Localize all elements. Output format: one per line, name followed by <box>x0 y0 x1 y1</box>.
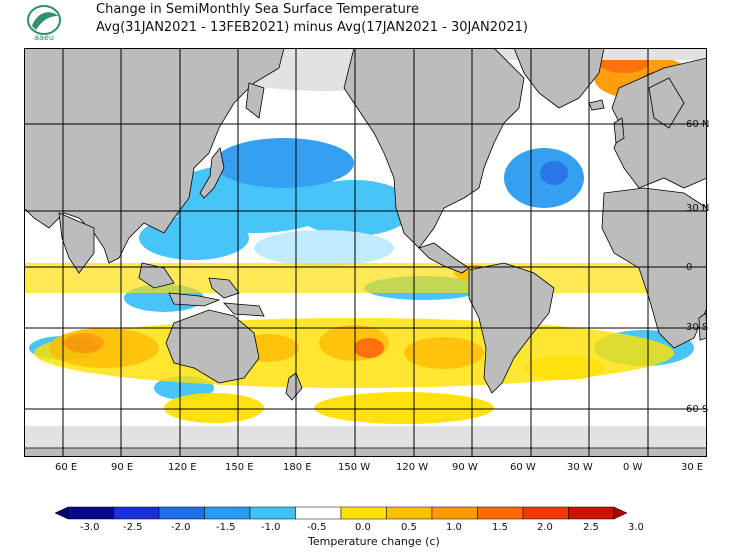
colorbar-units-label: Temperature change (c) <box>308 535 440 548</box>
colorbar-tick-label: -1.5 <box>216 522 236 533</box>
graticule <box>24 48 707 457</box>
colorbar-segment <box>477 506 524 520</box>
lat-label: 60 N <box>686 119 710 130</box>
lon-label: 90 E <box>111 462 134 473</box>
colorbar-segment <box>522 506 569 520</box>
colorbar-segment <box>386 506 433 520</box>
lon-label: 60 W <box>510 462 536 473</box>
lon-label: 30 E <box>681 462 704 473</box>
colorbar-tick-label: 0.5 <box>401 522 417 533</box>
colorbar-segment <box>158 506 205 520</box>
lon-label: 60 E <box>55 462 78 473</box>
colorbar-underflow-arrow <box>55 506 69 520</box>
colorbar-segment <box>249 506 296 520</box>
colorbar-segment <box>431 506 478 520</box>
colorbar-segment <box>204 506 251 520</box>
colorbar-tick-label: 2.5 <box>583 522 599 533</box>
map-frame <box>24 48 707 457</box>
land-masses <box>24 48 707 457</box>
lon-label: 150 E <box>225 462 254 473</box>
lat-label: 0 <box>686 262 693 273</box>
colorbar-tick-label: -3.0 <box>80 522 100 533</box>
lat-label: 60 S <box>686 404 709 415</box>
colorbar-overflow-arrow <box>613 506 628 520</box>
lon-label: 180 E <box>283 462 312 473</box>
lat-label: 30 N <box>686 203 710 214</box>
colorbar <box>55 506 628 520</box>
colorbar-tick-label: -1.0 <box>261 522 281 533</box>
colorbar-tick-label: -2.5 <box>123 522 143 533</box>
colorbar-segment <box>568 506 615 520</box>
north-america-landmass <box>343 48 525 249</box>
sst-change-map <box>24 48 707 457</box>
japan-landmass <box>199 147 225 199</box>
colorbar-tick-label: 1.0 <box>446 522 462 533</box>
colorbar-tick-label: 2.0 <box>537 522 553 533</box>
map-subtitle: Avg(31JAN2021 - 13FEB2021) minus Avg(17J… <box>96 20 528 35</box>
colorbar-tick-label: 0.0 <box>355 522 371 533</box>
colorbar-tick-label: 3.0 <box>628 522 644 533</box>
greenland-landmass <box>513 48 605 109</box>
colorbar-segment <box>113 506 160 520</box>
colorbar-segment <box>295 506 342 520</box>
colorbar-tick-label: -2.0 <box>171 522 191 533</box>
colorbar-tick-label: 1.5 <box>492 522 508 533</box>
lon-label: 120 W <box>396 462 429 473</box>
colorbar-segment <box>67 506 114 520</box>
india-landmass <box>58 212 95 274</box>
agency-logo: aaeu <box>27 5 61 42</box>
africa-landmass <box>601 187 707 349</box>
lon-label: 0 W <box>623 462 643 473</box>
lon-label: 30 W <box>567 462 593 473</box>
logo-text: aaeu <box>34 33 54 42</box>
lat-label: 30 S <box>686 322 709 333</box>
asia-landmass <box>24 48 285 264</box>
lon-label: 120 E <box>168 462 197 473</box>
colorbar-segment <box>340 506 387 520</box>
lon-label: 90 W <box>452 462 478 473</box>
map-title: Change in SemiMonthly Sea Surface Temper… <box>96 2 419 17</box>
colorbar-tick-label: -0.5 <box>307 522 327 533</box>
lon-label: 150 W <box>338 462 371 473</box>
